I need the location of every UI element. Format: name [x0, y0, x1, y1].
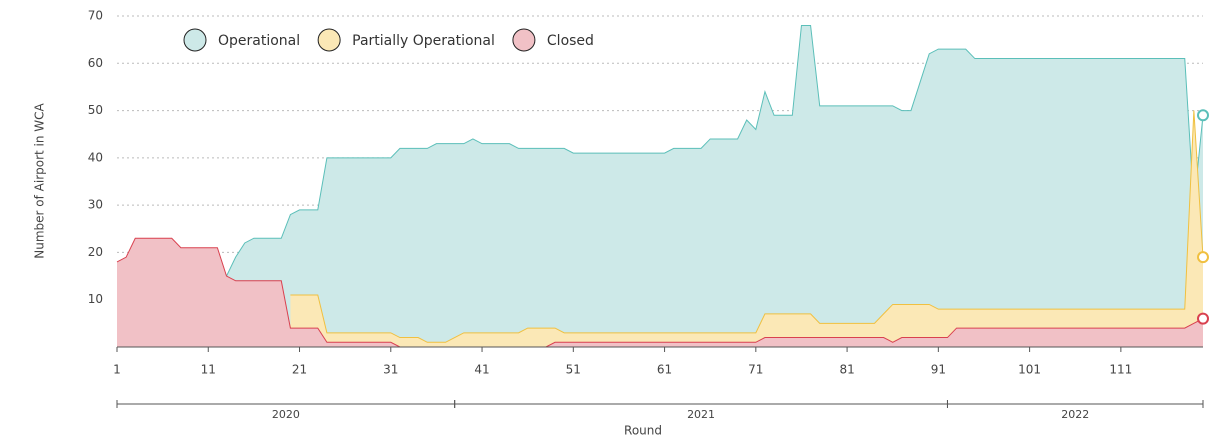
area	[290, 110, 1203, 347]
period-label: 2022	[1061, 408, 1089, 421]
x-tick-label: 101	[1018, 363, 1041, 377]
area-line	[226, 24, 1204, 277]
legend-label: Partially Operational	[352, 33, 495, 49]
legend-label: Closed	[547, 33, 594, 49]
area-line	[290, 110, 1204, 343]
x-axis-label: Round	[624, 424, 662, 438]
end-marker	[1197, 312, 1209, 325]
y-tick-label: 20	[88, 245, 103, 259]
area-line	[116, 237, 1204, 348]
area	[117, 238, 1203, 347]
y-tick-label: 10	[88, 292, 103, 306]
x-tick-label: 91	[931, 363, 946, 377]
x-tick-label: 71	[748, 363, 763, 377]
x-tick-label: 21	[292, 363, 307, 377]
period-label: 2020	[272, 408, 300, 421]
x-tick-label: 11	[201, 363, 216, 377]
end-marker	[1197, 251, 1209, 264]
period-label: 2021	[687, 408, 715, 421]
x-tick-label: 61	[657, 363, 672, 377]
legend-swatch	[317, 28, 341, 52]
legend-label: Operational	[218, 33, 300, 49]
legend-swatch	[512, 28, 536, 52]
end-marker	[1197, 109, 1209, 122]
area	[226, 25, 1204, 347]
x-tick-label: 111	[1109, 363, 1132, 377]
y-tick-label: 70	[88, 9, 103, 23]
x-tick-label: 51	[566, 363, 581, 377]
x-tick-label: 1	[113, 363, 121, 377]
x-tick-label: 41	[474, 363, 489, 377]
y-tick-label: 40	[88, 150, 103, 164]
legend-swatch	[183, 28, 207, 52]
y-axis-label: Number of Airport in WCA	[33, 102, 47, 258]
x-tick-label: 81	[839, 363, 854, 377]
x-tick-label: 31	[383, 363, 398, 377]
y-tick-label: 60	[88, 56, 103, 70]
y-tick-label: 50	[88, 103, 103, 117]
y-tick-label: 30	[88, 198, 103, 212]
